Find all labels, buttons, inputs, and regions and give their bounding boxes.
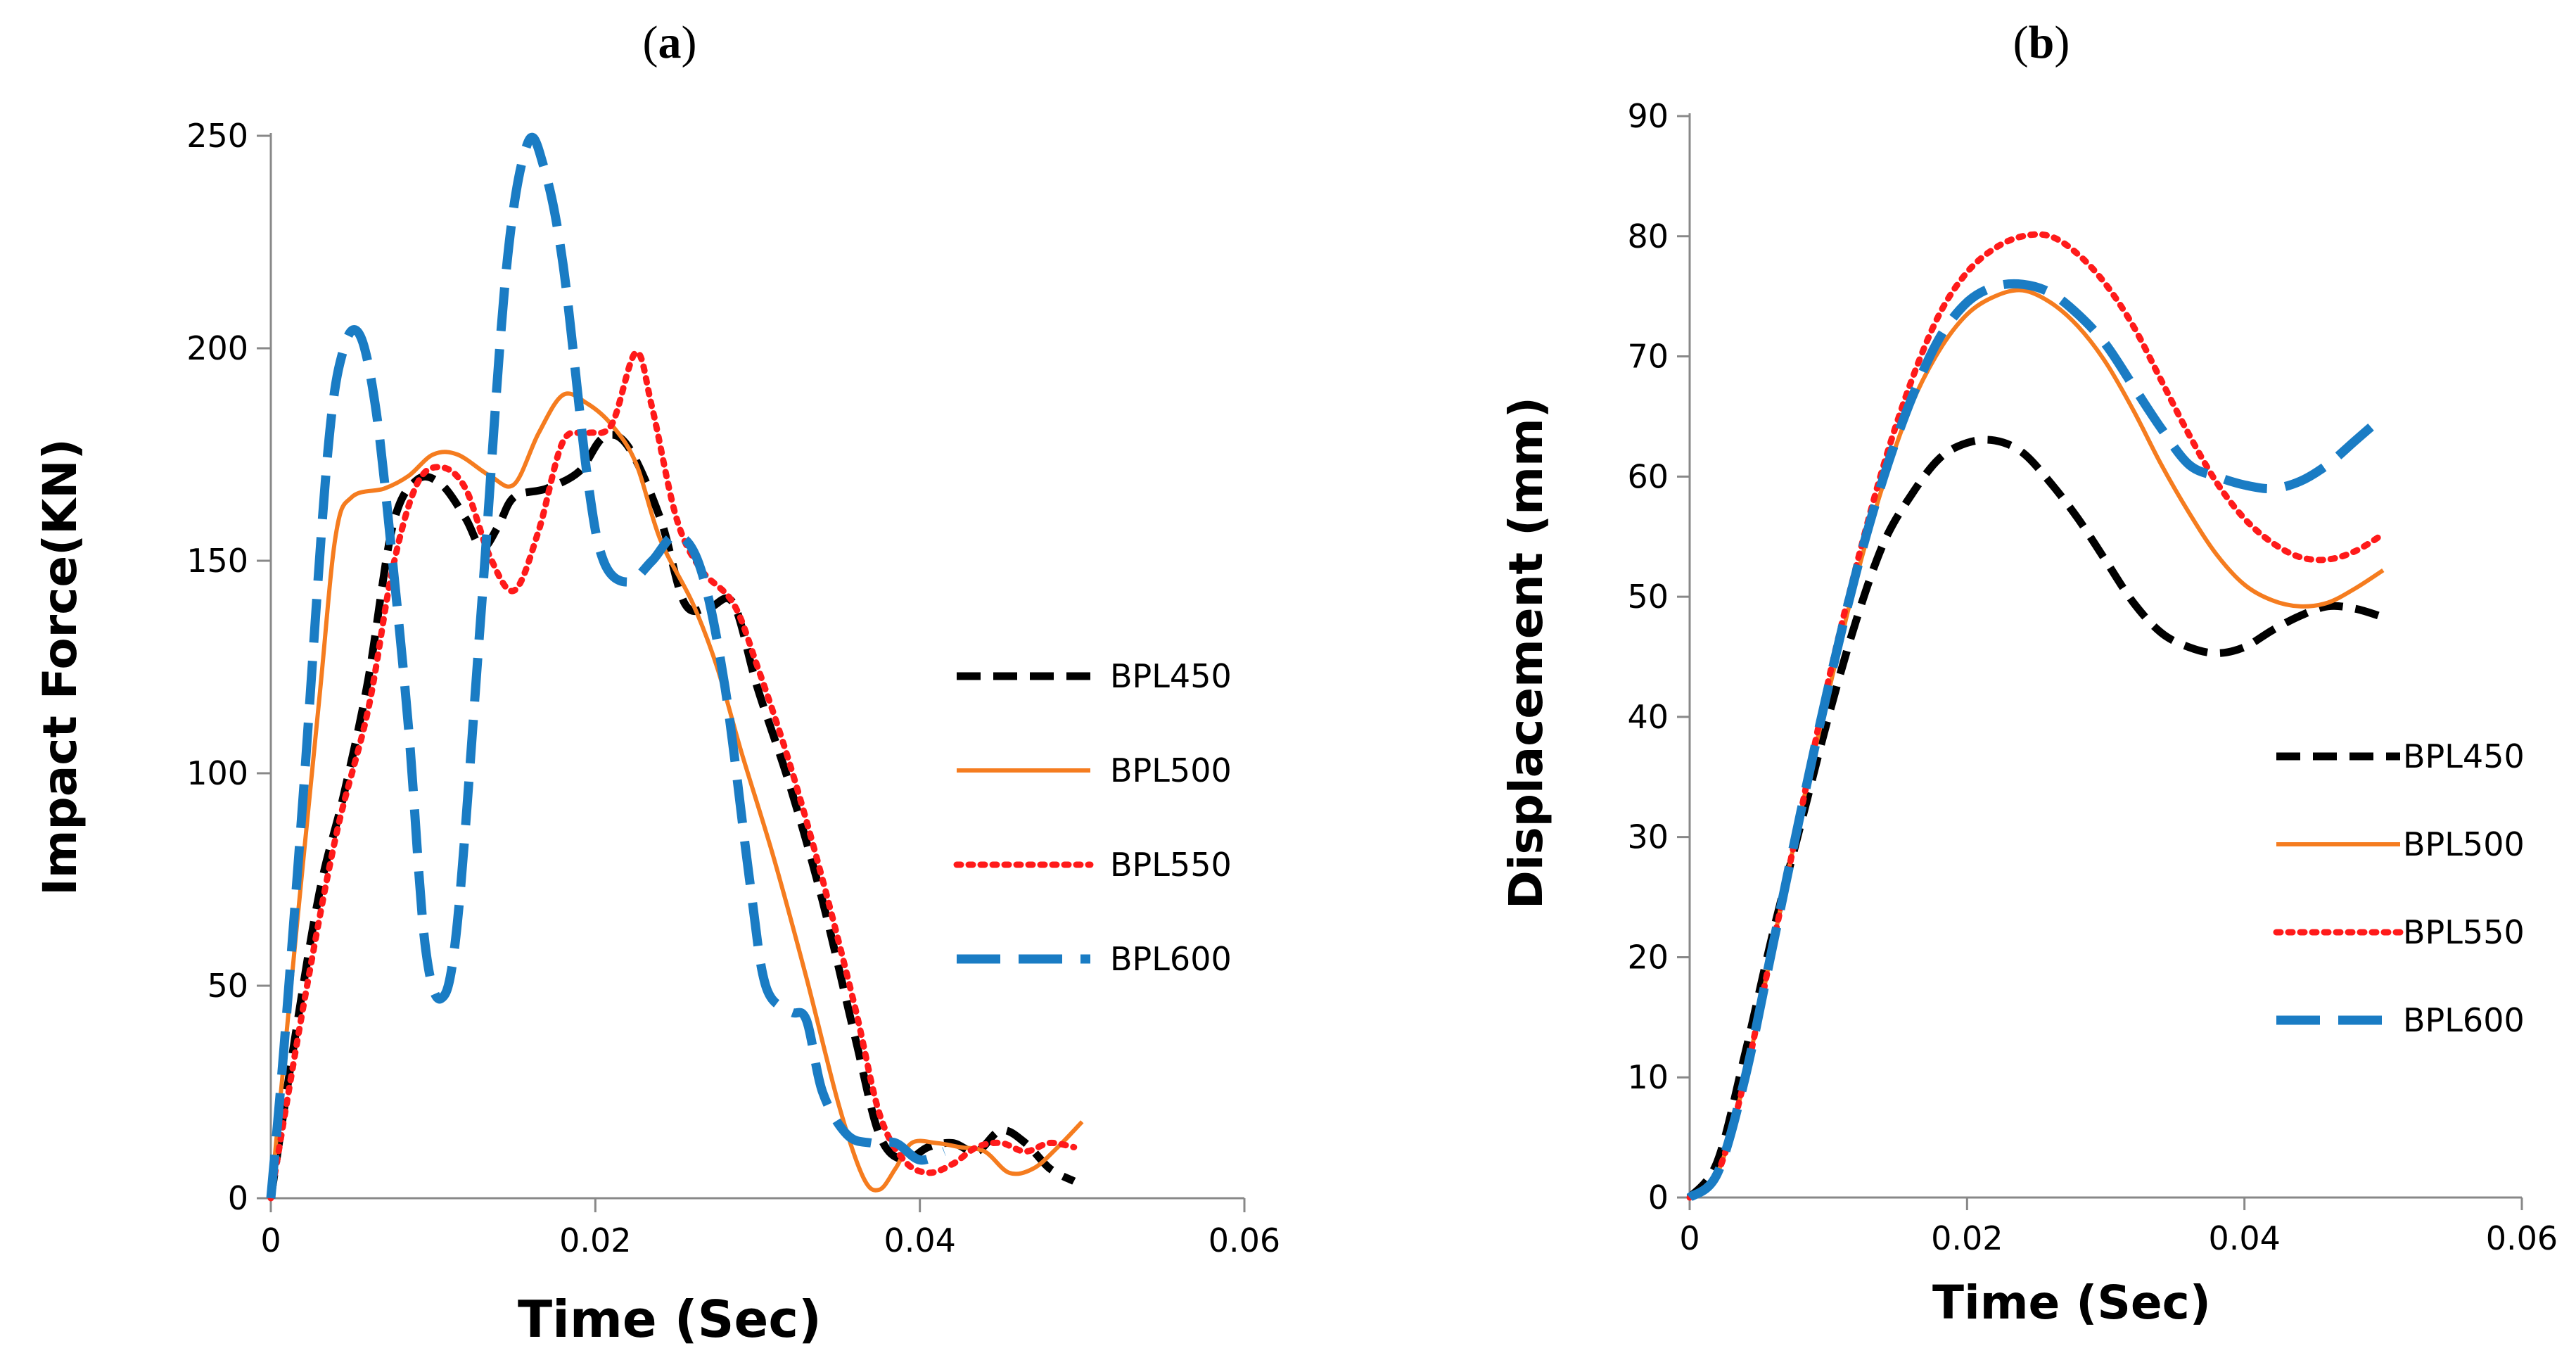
y-tick-label: 70	[1627, 338, 1669, 376]
legend-label-bpl600: BPL600	[1110, 940, 1232, 978]
x-tick-label: 0.06	[1209, 1221, 1280, 1259]
legend-label-bpl600: BPL600	[2403, 1001, 2525, 1039]
y-tick-label: 100	[186, 754, 248, 792]
series-line-bpl600	[1686, 279, 2387, 1202]
x-tick-label: 0	[1679, 1219, 1700, 1257]
panel-label-b-letter: b	[2029, 17, 2055, 68]
legend-label-bpl500: BPL500	[1110, 751, 1232, 789]
y-tick-label: 200	[186, 329, 248, 367]
chart-b-series-group	[1686, 231, 2387, 1202]
x-tick-label: 0	[260, 1221, 281, 1259]
y-tick-label: 50	[1627, 578, 1669, 616]
chart-a-x-ticks: 0 0.02 0.04 0.06	[260, 1198, 1280, 1259]
chart-b-x-ticks: 0 0.02 0.04 0.06	[1679, 1198, 2558, 1257]
x-tick-label: 0.06	[2486, 1219, 2558, 1257]
chart-a-series-group	[266, 132, 1084, 1202]
y-tick-label: 50	[207, 967, 248, 1005]
series-line-bpl450	[267, 431, 1076, 1199]
y-tick-label: 0	[1648, 1179, 1669, 1217]
chart-a-x-axis-title: Time (Sec)	[518, 1290, 822, 1349]
chart-b-x-axis-title: Time (Sec)	[1932, 1276, 2211, 1330]
chart-b-y-axis-title: Displacement (mm)	[1499, 397, 1553, 909]
legend-label-bpl450: BPL450	[1110, 657, 1232, 695]
series-line-bpl500	[1688, 288, 2385, 1200]
legend-label-bpl450: BPL450	[2403, 737, 2525, 775]
series-line-bpl550	[1686, 231, 2387, 1201]
chart-b-y-ticks: 0 10 20 30 40 50 60 70 80 90	[1627, 97, 1690, 1217]
panel-label-a: (a)	[643, 17, 697, 68]
y-tick-label: 30	[1627, 818, 1669, 856]
x-tick-label: 0.04	[2208, 1219, 2280, 1257]
series-line-bpl450	[1686, 436, 2385, 1200]
panel-label-b: (b)	[2013, 17, 2070, 68]
y-tick-label: 80	[1627, 217, 1669, 255]
series-line-bpl550	[267, 349, 1078, 1202]
y-tick-label: 90	[1627, 97, 1669, 135]
y-tick-label: 0	[228, 1179, 248, 1217]
chart-b-displacement: 0 10 20 30 40 50 60 70 80 90 0 0.02 0.04 0.06 Displa…	[1499, 97, 2558, 1330]
series-line-bpl500	[269, 391, 1084, 1199]
y-tick-label: 150	[186, 542, 248, 580]
y-tick-label: 60	[1627, 457, 1669, 495]
y-tick-label: 10	[1627, 1058, 1669, 1096]
y-tick-label: 40	[1627, 698, 1669, 736]
y-tick-label: 20	[1627, 938, 1669, 976]
legend-label-bpl500: BPL500	[2403, 825, 2525, 863]
x-tick-label: 0.04	[884, 1221, 955, 1259]
panel-label-a-letter: a	[658, 17, 682, 68]
chart-a-legend: BPL450 BPL500 BPL550 BPL600	[953, 657, 1232, 978]
y-tick-label: 250	[186, 117, 248, 155]
x-tick-label: 0.02	[1931, 1219, 2003, 1257]
chart-a-y-ticks: 0 50 100 150 200 250	[186, 117, 271, 1217]
legend-label-bpl550: BPL550	[1110, 846, 1232, 884]
chart-b-legend: BPL450 BPL500 BPL550 BPL600	[2273, 737, 2525, 1039]
chart-a-impact-force: 0 50 100 150 200 250 0 0.02 0.04 0.06 Impact For…	[33, 117, 1280, 1349]
series-line-bpl600	[266, 132, 946, 1199]
x-tick-label: 0.02	[559, 1221, 631, 1259]
legend-label-bpl550: BPL550	[2403, 913, 2525, 951]
chart-a-y-axis-title: Impact Force(KN)	[33, 438, 87, 896]
